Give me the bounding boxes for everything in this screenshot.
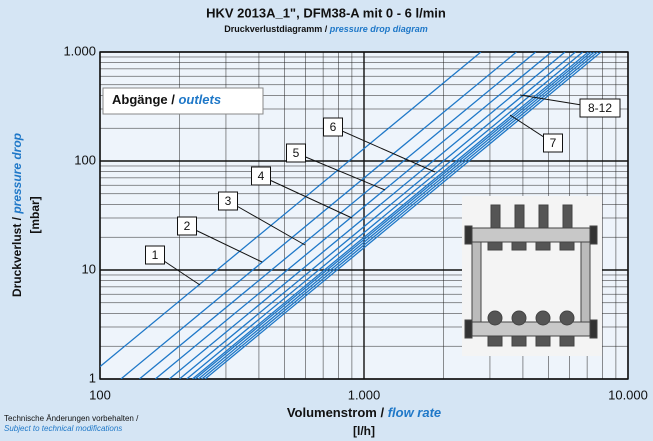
chart-subtitle: Druckverlustdiagramm / pressure drop dia… — [224, 24, 428, 34]
y-axis-label: Druckverlust / pressure drop — [10, 133, 24, 297]
y-label-de: Druckverlust / — [10, 214, 24, 297]
y-tick-label: 1.000 — [63, 43, 96, 58]
y-tick-label: 10 — [82, 261, 96, 276]
callout-label: 4 — [258, 169, 265, 183]
x-tick-label: 10.000 — [608, 387, 648, 402]
x-label-en: flow rate — [388, 405, 441, 420]
callout-label: 6 — [330, 120, 337, 134]
callout-label: 2 — [184, 219, 191, 233]
chart-title: HKV 2013A_1", DFM38-A mit 0 - 6 l/min — [206, 5, 446, 20]
legend-title-en: outlets — [178, 92, 221, 107]
chart: HKV 2013A_1", DFM38-A mit 0 - 6 l/min Dr… — [0, 0, 653, 441]
callout-label: 5 — [293, 146, 300, 160]
manifold-illustration — [462, 196, 602, 356]
legend-title: Abgänge / outlets — [112, 92, 221, 107]
x-axis-unit: [l/h] — [353, 424, 375, 438]
callout-label: 1 — [152, 248, 159, 262]
x-label-de: Volumenstrom / — [287, 405, 388, 420]
footnote-en: Subject to technical modifications — [4, 424, 122, 433]
x-tick-label: 1.000 — [348, 387, 381, 402]
callout-label: 7 — [550, 136, 557, 150]
legend-title-de: Abgänge / — [112, 92, 178, 107]
subtitle-de: Druckverlustdiagramm / — [224, 24, 330, 34]
y-axis-unit: [mbar] — [28, 196, 42, 233]
page: HKV 2013A_1", DFM38-A mit 0 - 6 l/min Dr… — [0, 0, 653, 441]
x-axis-label: Volumenstrom / flow rate — [287, 405, 441, 420]
callout-label: 8-12 — [588, 101, 612, 115]
y-label-en: pressure drop — [10, 133, 24, 215]
y-tick-label: 1 — [89, 370, 96, 385]
subtitle-en: pressure drop diagram — [329, 24, 428, 34]
footnote: Technische Änderungen vorbehalten / — [4, 414, 139, 423]
x-tick-label: 100 — [89, 387, 111, 402]
y-tick-label: 100 — [74, 152, 96, 167]
callout-label: 3 — [225, 194, 232, 208]
